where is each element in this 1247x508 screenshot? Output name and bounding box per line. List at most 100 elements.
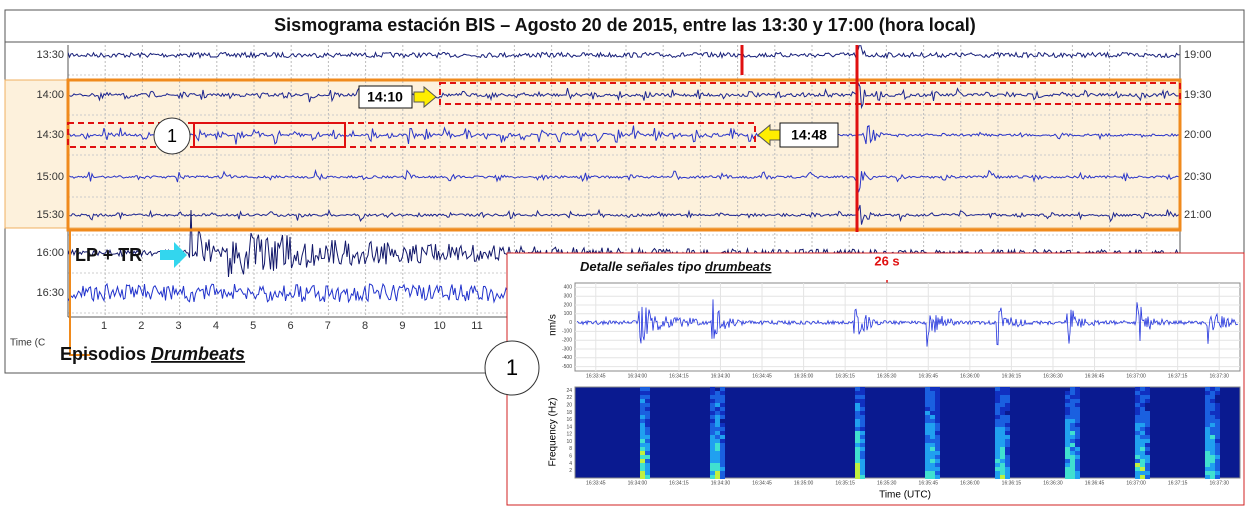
spectrogram-cell [1205,415,1210,419]
spectrogram-cell [1140,387,1145,391]
spectrogram-cell [1070,455,1075,459]
spectrogram-cell [720,423,725,427]
spectrogram-cell [1005,475,1010,479]
spectrogram-cell [855,427,860,431]
time-tick-label: 16:33:45 [586,373,606,379]
spectrogram-cell [995,387,1000,391]
time-tick-label: 16:33:45 [586,480,606,486]
spectrogram-cell [710,431,715,435]
spectrogram-cell [1135,451,1140,455]
spectrogram-cell [1210,471,1215,475]
spectrogram-cell [645,443,650,447]
spectrogram-cell [1210,475,1215,479]
spectrogram-cell [1135,455,1140,459]
spectrogram-cell [1210,423,1215,427]
spectrogram-cell [855,403,860,407]
spectrogram-cell [1070,467,1075,471]
x-tick-label: 4 [213,320,219,332]
spectrogram-cell [645,411,650,415]
spectrogram-cell [1205,475,1210,479]
spectrogram-cell [1140,435,1145,439]
spectrogram-cell [1070,435,1075,439]
spectrogram-cell [720,443,725,447]
spectrogram-cell [935,471,940,475]
spectrogram-cell [925,399,930,403]
spectrogram-cell [645,435,650,439]
spectrogram-cell [710,447,715,451]
spectrogram-cell [1070,463,1075,467]
spectrogram-cell [995,443,1000,447]
spectrogram-cell [995,391,1000,395]
spectrogram-cell [1205,431,1210,435]
spectrogram-cell [1065,459,1070,463]
spectrogram-cell [1000,399,1005,403]
spectrogram-cell [930,407,935,411]
spectrogram-cell [715,435,720,439]
spectrogram-cell [935,387,940,391]
spectrogram-cell [1210,411,1215,415]
spectrogram-cell [1215,431,1220,435]
spectrogram-cell [1140,403,1145,407]
time-tick-label: 16:37:30 [1209,480,1229,486]
spectrogram-cell [860,459,865,463]
spectrogram-cell [1215,403,1220,407]
spectrogram-cell [995,431,1000,435]
spectrogram-cell [720,471,725,475]
time-tick-label: 16:36:30 [1043,373,1063,379]
time-tick-label: 16:37:15 [1168,373,1188,379]
spectrogram-cell [720,475,725,479]
spectrogram-cell [1145,411,1150,415]
spectrogram-cell [720,395,725,399]
spectrogram-cell [710,435,715,439]
spectrogram-cell [930,403,935,407]
spectrogram-cell [860,435,865,439]
spectrogram-cell [935,467,940,471]
spectrogram-cell [710,443,715,447]
time-tick-label: 16:36:00 [960,480,980,486]
freq-label: Frequency (Hz) [548,398,559,467]
spectrogram-cell [1215,443,1220,447]
spectrogram-cell [1215,391,1220,395]
spectrogram-cell [930,451,935,455]
spectrogram-cell [1075,435,1080,439]
spectrogram-cell [715,471,720,475]
spectrogram-cell [710,419,715,423]
spectrogram-cell [640,459,645,463]
spectrogram-cell [1000,439,1005,443]
y-tick-label: 200 [564,302,573,308]
inset-title: Detalle señales tipo drumbeats [580,259,771,274]
spectrogram-cell [1005,443,1010,447]
spectrogram-cell [640,399,645,403]
spectrogram-cell [640,463,645,467]
spectrogram-cell [855,423,860,427]
spectrogram-cell [710,427,715,431]
spectrogram-cell [1145,467,1150,471]
spectrogram-cell [645,439,650,443]
spectrogram-cell [720,407,725,411]
spectrogram-cell [1075,427,1080,431]
spectrogram-cell [640,419,645,423]
x-tick-label: 7 [325,320,331,332]
spectrogram-cell [645,399,650,403]
spectrogram-cell [935,403,940,407]
spectrogram-cell [1205,447,1210,451]
spectrogram-cell [1135,419,1140,423]
spectrogram-cell [930,475,935,479]
page: {"title": "Sismograma estación BIS – Ago… [0,0,1247,508]
spectrogram-cell [1145,447,1150,451]
spectrogram-cell [855,439,860,443]
spectrogram-cell [710,403,715,407]
spectrogram-cell [1145,443,1150,447]
spectrogram-cell [1135,439,1140,443]
spectrogram-cell [1000,415,1005,419]
spectrogram-cell [930,439,935,443]
spectrogram-cell [1075,443,1080,447]
time-tick-label: 16:35:45 [919,480,939,486]
spectrogram-cell [1065,399,1070,403]
y-label: nm/s [548,314,559,336]
spectrogram-cell [1140,447,1145,451]
spectrogram-cell [1140,455,1145,459]
spectrogram-cell [645,419,650,423]
spectrogram-cell [930,431,935,435]
spectrogram-cell [1065,419,1070,423]
